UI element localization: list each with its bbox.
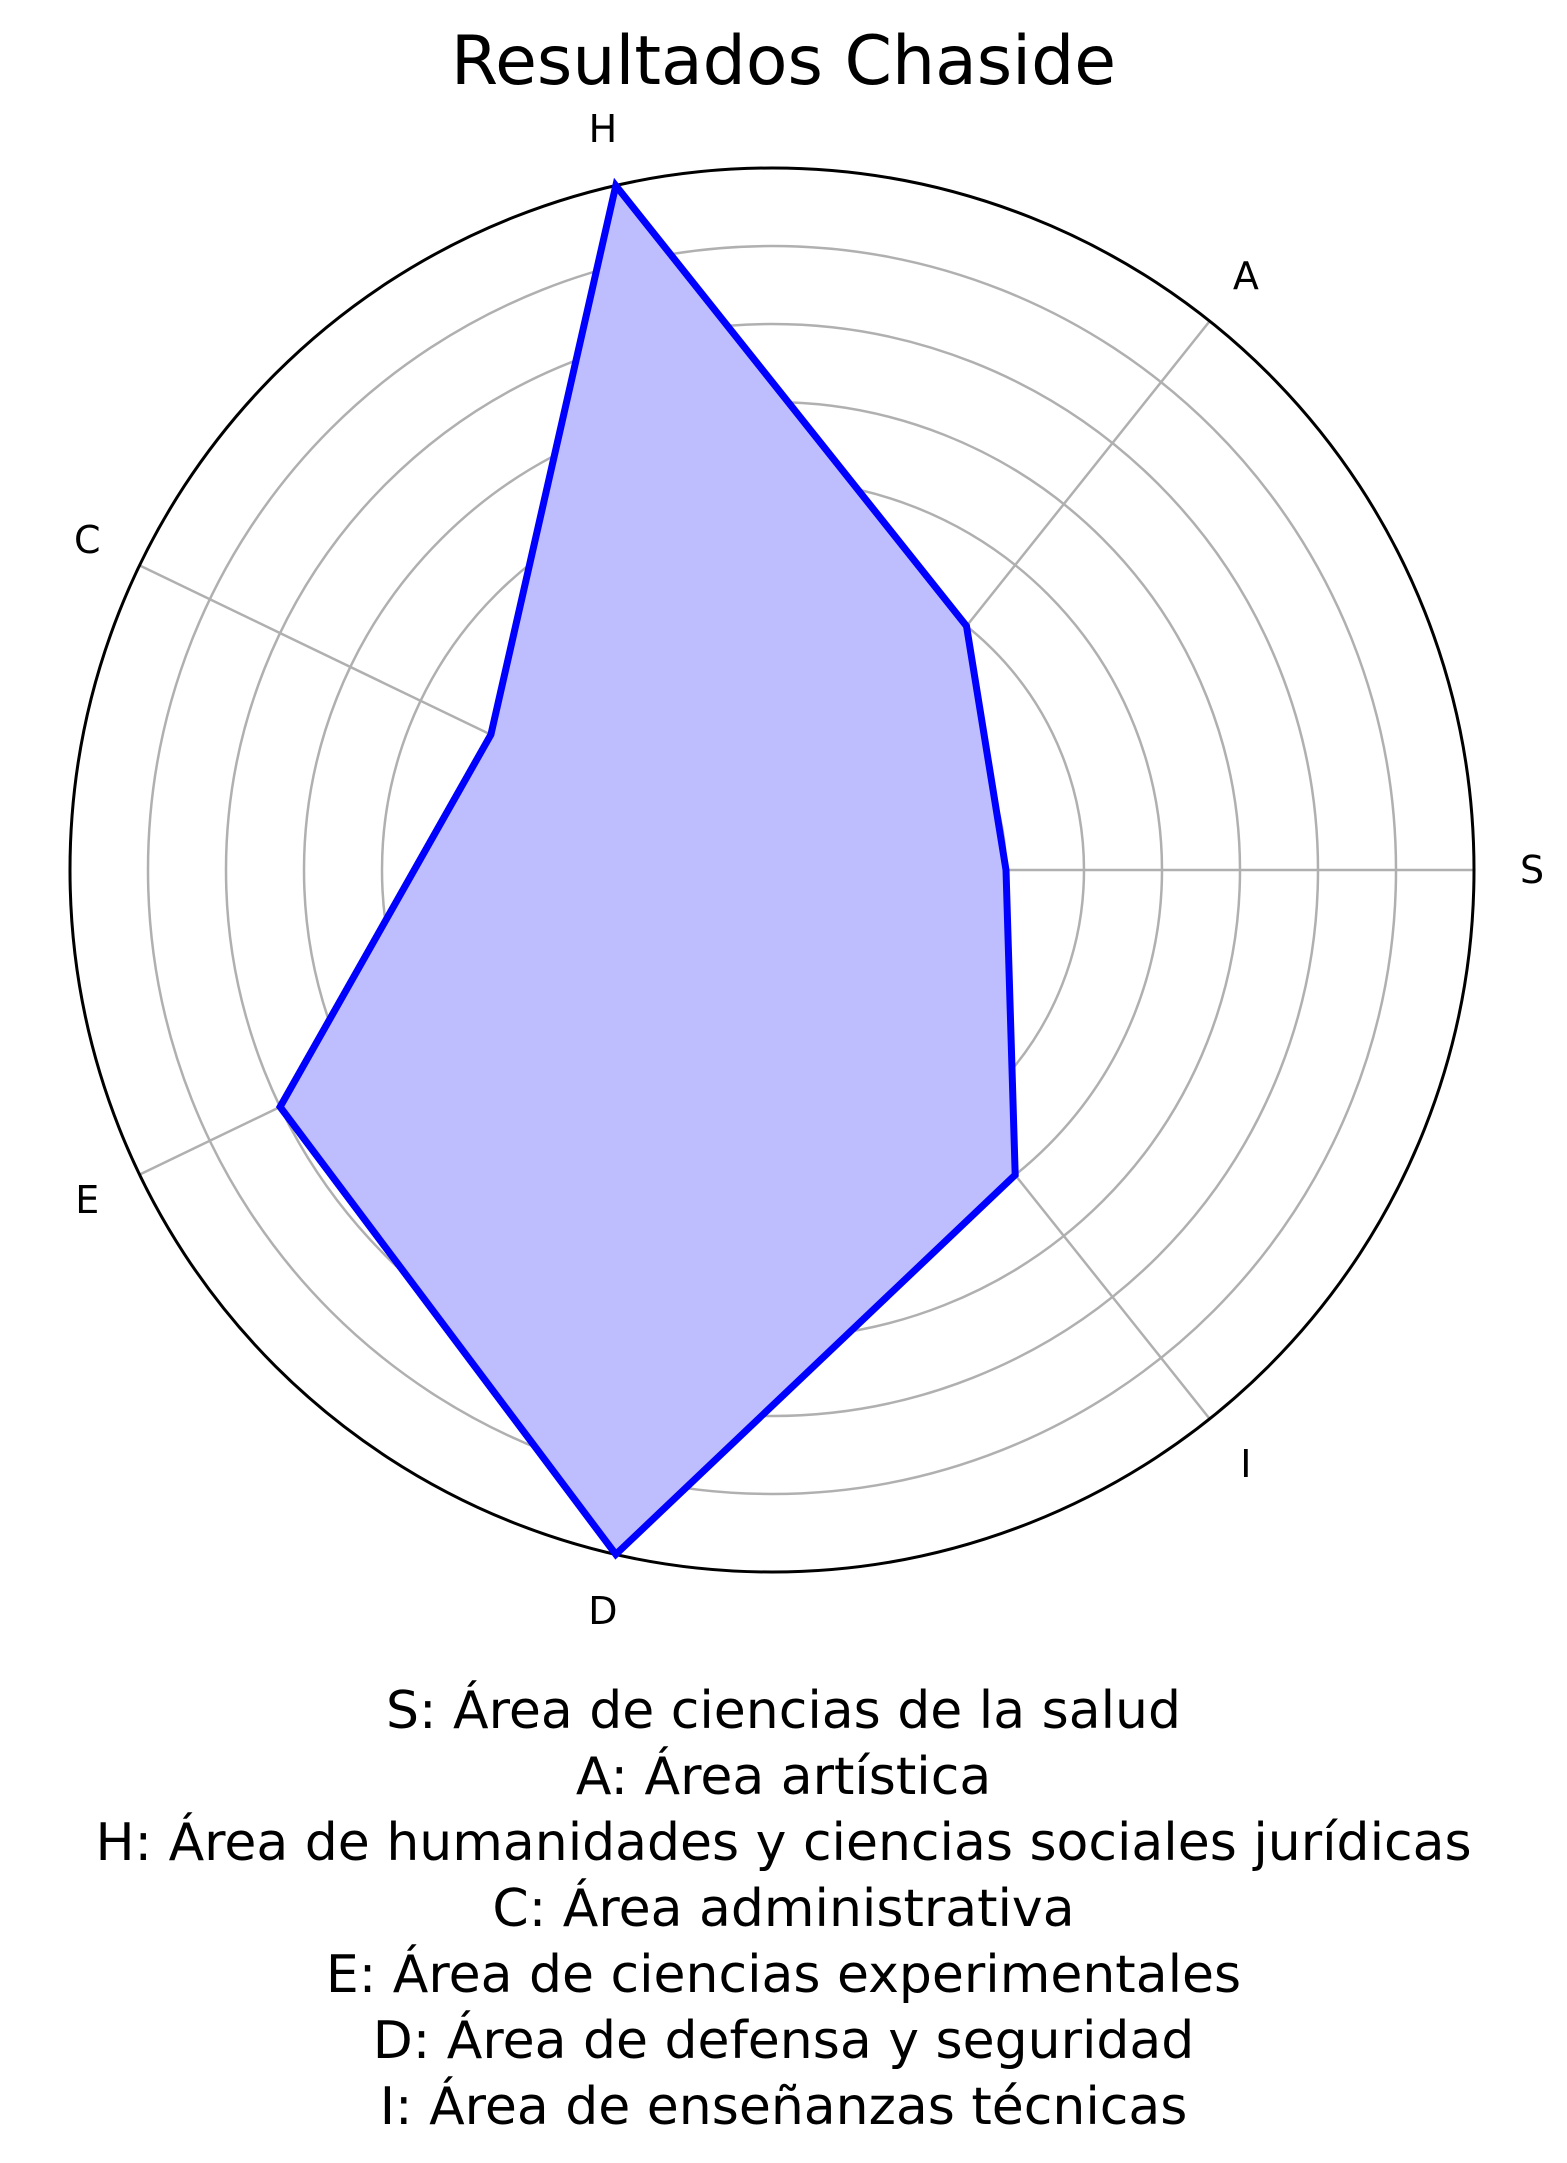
axis-labels: S A H C E D I (74, 107, 1544, 1633)
outer-frame (68, 166, 1476, 1574)
axis-label-D: D (588, 1589, 617, 1633)
axis-label-S: S (1520, 848, 1544, 892)
radar-chart: S A H C E D I (68, 107, 1544, 1633)
axis-label-H: H (589, 107, 618, 151)
series (275, 177, 1019, 1560)
chart-title: Resultados Chaside (450, 22, 1117, 101)
axis-label-E: E (75, 1178, 99, 1222)
legend-item-A: A: Área artística (575, 1747, 992, 1807)
series-fill (280, 185, 1016, 1555)
legend: S: Área de ciencias de la salud A: Área a… (0, 1678, 1567, 2140)
legend-item-H: H: Área de humanidades y ciencias social… (95, 1813, 1472, 1873)
legend-item-C: C: Área administrativa (492, 1879, 1075, 1939)
axis-label-I: I (1240, 1442, 1251, 1486)
axis-label-A: A (1233, 254, 1259, 298)
axis-label-C: C (74, 518, 101, 562)
legend-item-E: E: Área de ciencias experimentales (325, 1945, 1242, 2005)
legend-item-S: S: Área de ciencias de la salud (385, 1681, 1182, 1741)
legend-item-D: D: Área de defensa y seguridad (372, 2011, 1195, 2071)
series-line (275, 177, 1019, 1560)
legend-item-I: I: Área de enseñanzas técnicas (379, 2077, 1188, 2137)
